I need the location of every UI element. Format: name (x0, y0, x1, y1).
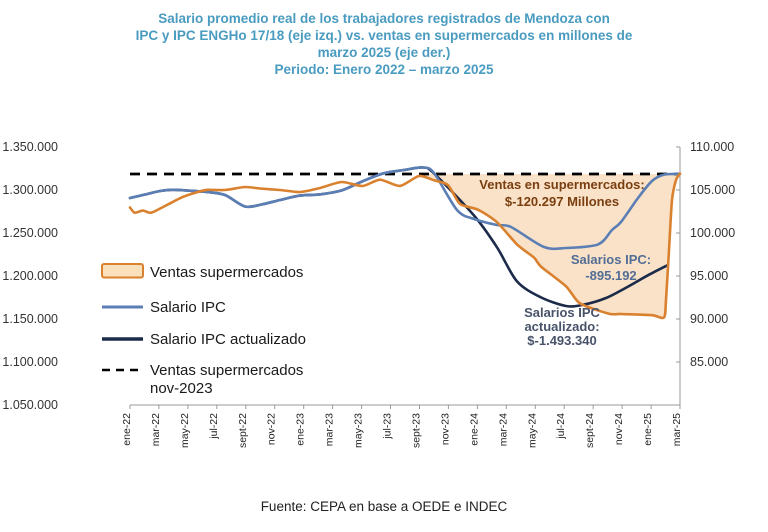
svg-text:jul-22: jul-22 (208, 413, 220, 440)
svg-text:nov-22: nov-22 (266, 413, 278, 445)
svg-text:mar-24: mar-24 (497, 413, 509, 446)
svg-text:1.100.000: 1.100.000 (2, 355, 58, 369)
svg-text:$-120.297 Millones: $-120.297 Millones (505, 194, 619, 209)
svg-text:ene-24: ene-24 (468, 413, 480, 446)
svg-text:1.250.000: 1.250.000 (2, 226, 58, 240)
svg-text:110.000: 110.000 (690, 140, 734, 154)
svg-text:nov-24: nov-24 (613, 413, 625, 445)
svg-text:ene-22: ene-22 (121, 413, 133, 446)
svg-text:1.050.000: 1.050.000 (2, 398, 58, 412)
svg-text:$-1.493.340: $-1.493.340 (527, 333, 596, 348)
svg-text:Salarios IPC:: Salarios IPC: (571, 252, 651, 267)
svg-text:-895.192: -895.192 (585, 268, 636, 283)
svg-text:95.000: 95.000 (690, 269, 728, 283)
svg-text:Salario IPC: Salario IPC (150, 299, 226, 316)
svg-text:ene-23: ene-23 (295, 413, 307, 446)
svg-text:nov-2023: nov-2023 (150, 380, 213, 397)
svg-text:mar-22: mar-22 (150, 413, 162, 446)
svg-text:Ventas supermercados: Ventas supermercados (150, 264, 303, 281)
svg-text:1.150.000: 1.150.000 (2, 312, 58, 326)
svg-text:90.000: 90.000 (690, 312, 728, 326)
svg-text:jul-23: jul-23 (382, 413, 394, 440)
svg-text:sept-23: sept-23 (411, 413, 423, 448)
svg-text:ene-25: ene-25 (642, 413, 654, 446)
svg-text:Salarios IPC: Salarios IPC (524, 305, 600, 320)
svg-text:may-23: may-23 (353, 413, 365, 448)
svg-text:1.350.000: 1.350.000 (2, 140, 58, 154)
svg-text:Salario IPC actualizado: Salario IPC actualizado (150, 331, 306, 348)
svg-text:105.000: 105.000 (690, 183, 735, 197)
svg-text:nov-23: nov-23 (439, 413, 451, 445)
svg-text:may-22: may-22 (179, 413, 191, 448)
svg-text:may-24: may-24 (526, 413, 538, 448)
svg-text:sept-24: sept-24 (584, 413, 596, 448)
svg-text:100.000: 100.000 (690, 226, 735, 240)
svg-text:mar-25: mar-25 (671, 413, 683, 446)
svg-text:jul-24: jul-24 (555, 413, 567, 440)
svg-text:mar-23: mar-23 (324, 413, 336, 446)
svg-text:actualizado:: actualizado: (524, 319, 599, 334)
svg-text:sept-22: sept-22 (237, 413, 249, 448)
svg-text:85.000: 85.000 (690, 355, 728, 369)
svg-text:Ventas supermercados: Ventas supermercados (150, 362, 303, 379)
svg-text:1.300.000: 1.300.000 (2, 183, 58, 197)
svg-text:Ventas en supermercados:: Ventas en supermercados: (479, 177, 644, 192)
svg-text:1.200.000: 1.200.000 (2, 269, 58, 283)
